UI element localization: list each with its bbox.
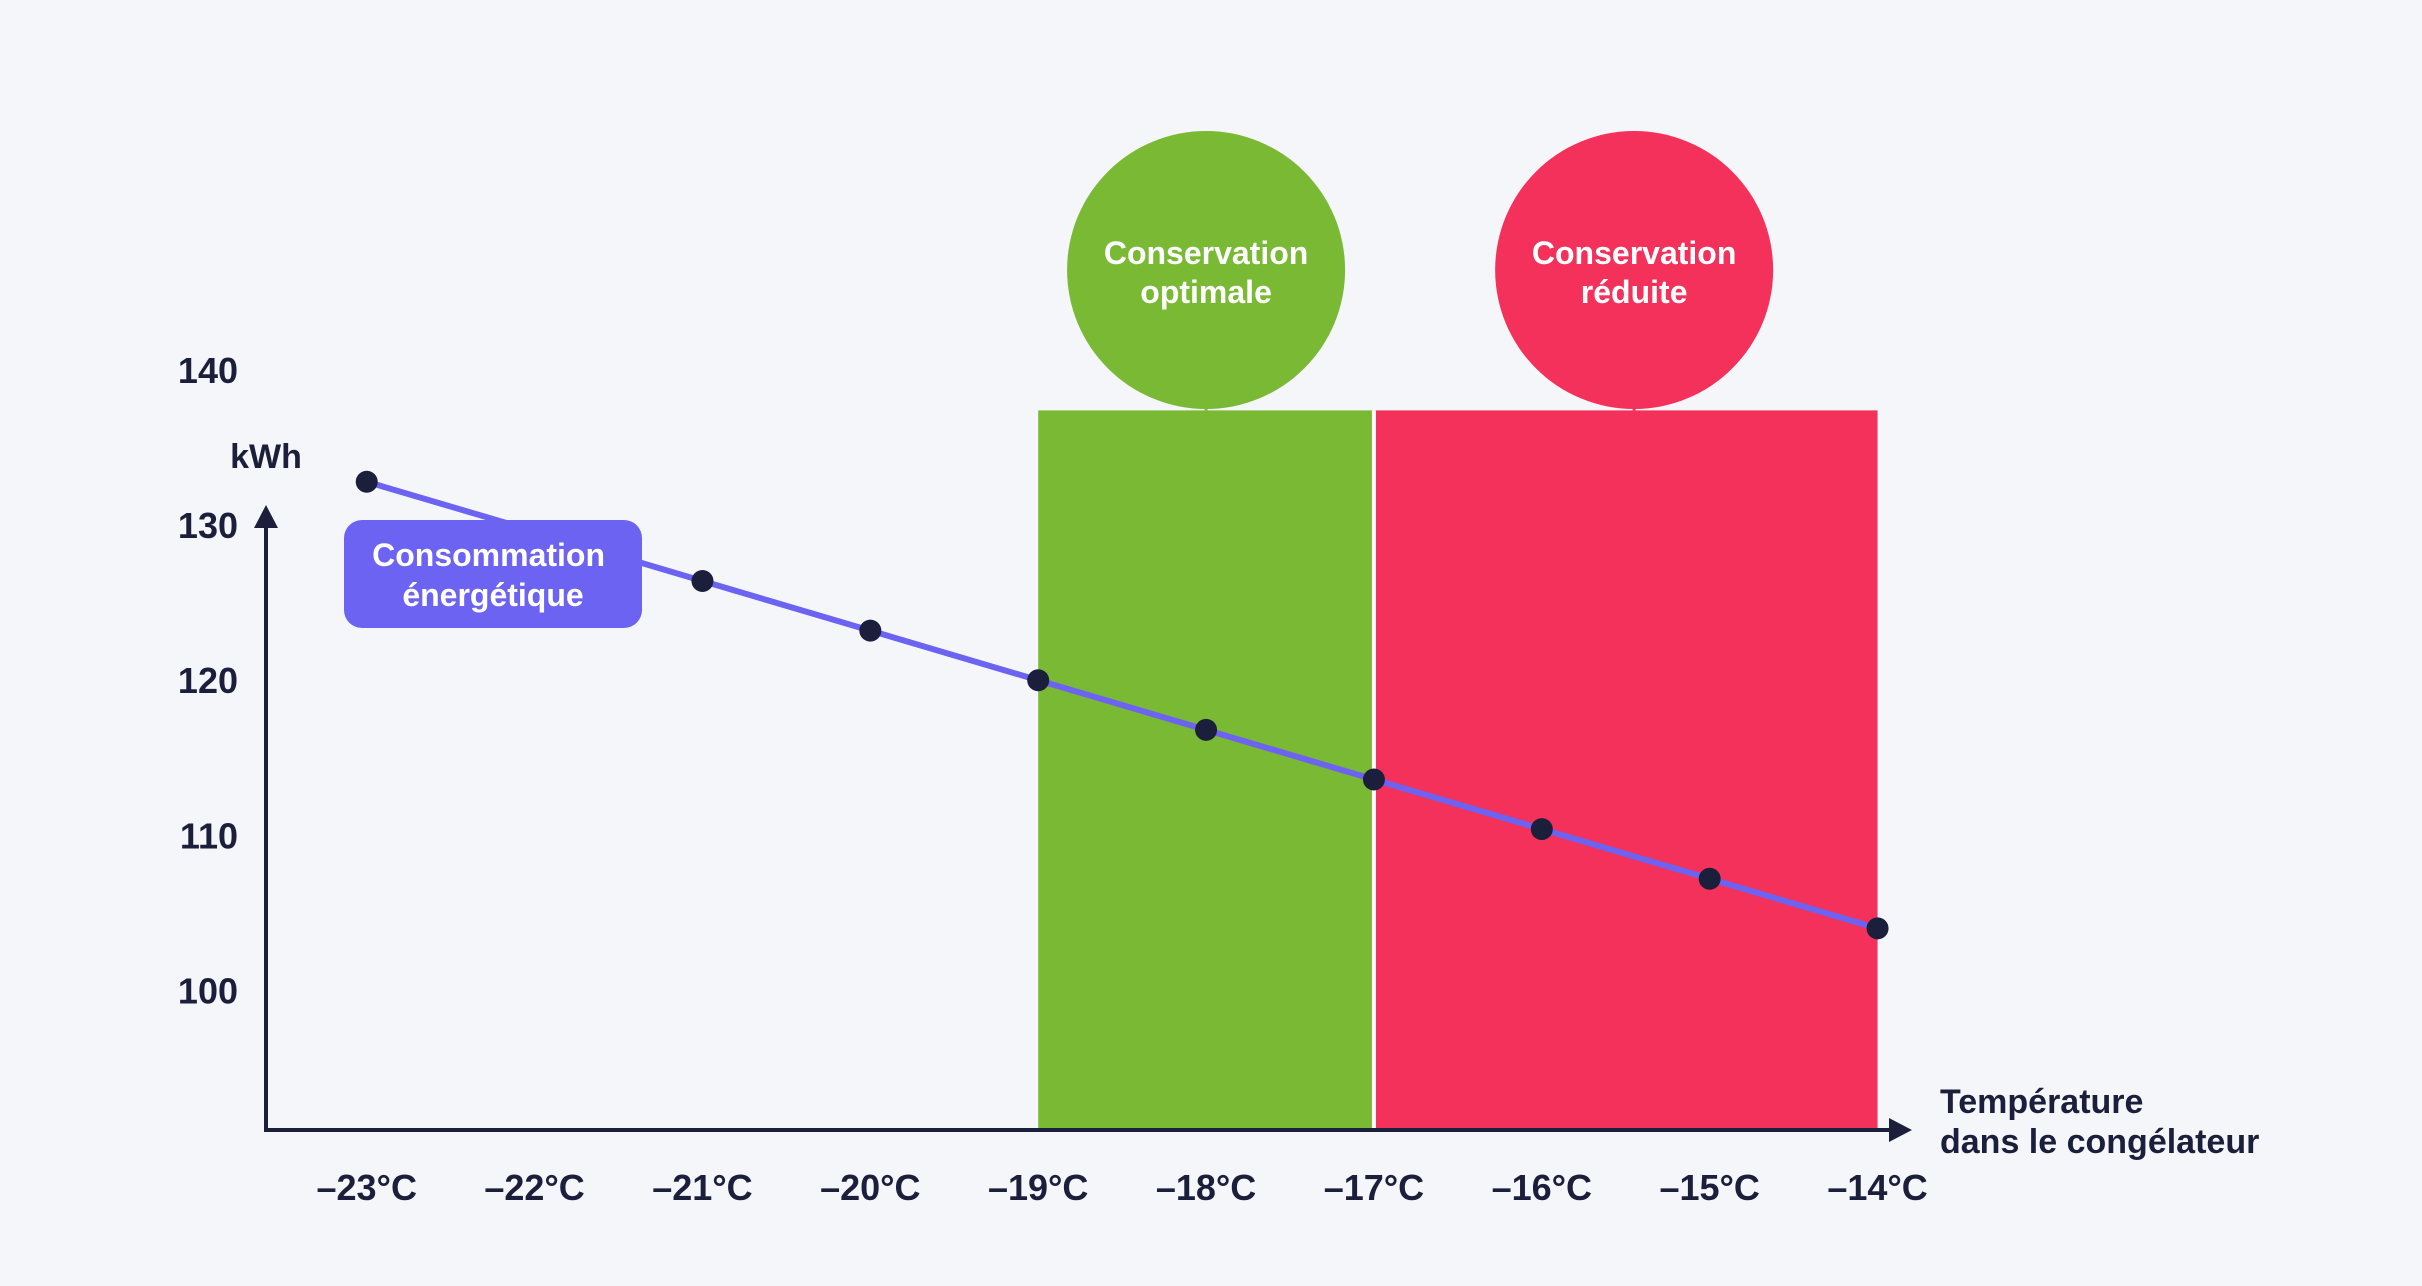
zone-reduced-bubble [1495, 131, 1774, 409]
zone-reduced-label: Conservation réduite [1532, 235, 1736, 310]
data-point [859, 619, 882, 642]
y-axis-title: kWh [230, 438, 302, 476]
x-tick-label: –22°C [484, 1167, 584, 1208]
x-tick-label: –21°C [652, 1167, 752, 1208]
x-tick-label: –14°C [1827, 1167, 1927, 1208]
x-axis-title-line-2: dans le congélateur [1940, 1123, 2259, 1161]
legend-label: Consommation énergétique [372, 537, 614, 613]
x-tick-label: –20°C [820, 1167, 920, 1208]
data-point [1698, 867, 1721, 890]
x-tick-label: –16°C [1492, 1167, 1592, 1208]
y-tick-label: 140 [178, 350, 238, 391]
data-point [1027, 669, 1050, 692]
data-point [691, 569, 714, 592]
zone-optimal-label-line-1: Conservation [1104, 235, 1308, 271]
y-tick-label: 120 [178, 660, 238, 701]
y-tick-label: 100 [178, 970, 238, 1011]
zone-reduced-band [1373, 410, 1878, 1131]
x-tick-label: –15°C [1659, 1167, 1759, 1208]
zone-optimal-band [1038, 410, 1374, 1131]
data-point [1866, 917, 1889, 940]
legend-label-line-1: Consommation [372, 537, 605, 573]
series-legend: Consommation énergétique [344, 520, 642, 628]
zone-optimal-bubble [1067, 131, 1346, 409]
zone-reduced-label-line-1: Conservation [1532, 235, 1736, 271]
data-point [1362, 768, 1385, 791]
data-point [1530, 818, 1553, 841]
x-tick-labels: –23°C –22°C –21°C –20°C –19°C –18°C –17°C –16°C… [316, 1167, 1927, 1208]
zone-optimal-label-line-2: optimale [1140, 274, 1272, 310]
legend-label-line-2: énergétique [402, 577, 583, 613]
x-tick-label: –23°C [316, 1167, 416, 1208]
x-axis-title-line-1: Température [1940, 1083, 2143, 1121]
y-tick-label: 130 [178, 505, 238, 546]
zone-optimal-label: Conservation optimale [1104, 235, 1308, 310]
x-tick-label: –19°C [988, 1167, 1088, 1208]
data-point [1195, 718, 1218, 741]
x-tick-label: –18°C [1156, 1167, 1256, 1208]
y-tick-label: 110 [180, 815, 238, 856]
y-axis-arrow [254, 505, 278, 528]
zone-reduced-label-line-2: réduite [1581, 274, 1688, 310]
y-tick-labels: 140 130 120 110 100 [178, 350, 238, 1011]
x-axis-title: Température dans le congélateur [1940, 1083, 2259, 1161]
data-point [355, 470, 378, 493]
x-axis-arrow [1889, 1118, 1912, 1142]
zones-layer [1038, 410, 1878, 1131]
x-tick-label: –17°C [1324, 1167, 1424, 1208]
legend-pill [344, 520, 642, 628]
